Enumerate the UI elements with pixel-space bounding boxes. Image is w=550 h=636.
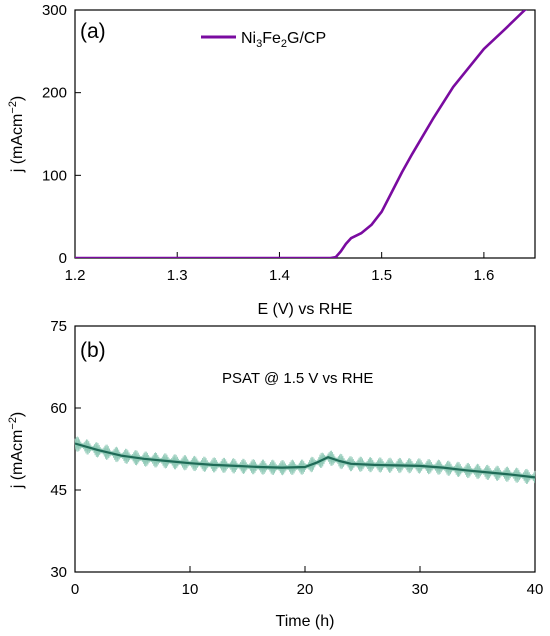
series-line-a (75, 10, 528, 258)
b-xtick-label: 10 (182, 581, 199, 598)
y-axis-label-a: j (mAcm−2) (7, 96, 26, 174)
a-ytick-label: 300 (42, 2, 67, 19)
a-xtick-label: 1.2 (65, 267, 86, 284)
b-ytick-label: 30 (50, 564, 67, 581)
x-axis-b: 0 10 20 30 40 (71, 566, 544, 598)
b-xtick-label: 40 (527, 581, 544, 598)
x-axis-label-b: Time (h) (276, 613, 335, 630)
legend-a: Ni3Fe2G/CP (201, 30, 326, 50)
b-ytick-label: 75 (50, 318, 67, 335)
plot-area-b (74, 325, 536, 573)
x-axis-label-a: E (V) vs RHE (257, 301, 352, 318)
y-axis-label-b: j (mAcm−2) (7, 412, 26, 490)
b-xtick-label: 30 (412, 581, 429, 598)
series-a (75, 10, 528, 258)
a-xtick-label: 1.3 (167, 267, 188, 284)
b-ytick-label: 45 (50, 482, 67, 499)
panel-b: 0 10 20 30 40 30 45 60 75 (b) PSAT @ 1.5 V vs R… (7, 318, 543, 630)
panel-label-a: (a) (80, 20, 106, 43)
series-b-noise (74, 436, 536, 485)
annotation-psat: PSAT @ 1.5 V vs RHE (222, 370, 373, 387)
legend-label: Ni3Fe2G/CP (241, 30, 326, 50)
b-ytick-label: 60 (50, 400, 67, 417)
panel-a: 1.2 1.3 1.4 1.5 1.6 0 100 200 300 (a) Ni3Fe2G/C… (7, 2, 536, 318)
b-xtick-label: 20 (297, 581, 314, 598)
a-ytick-label: 100 (42, 167, 67, 184)
plot-area-a (74, 9, 536, 259)
y-axis-b: 30 45 60 75 (50, 318, 81, 581)
a-ytick-label: 200 (42, 85, 67, 102)
series-b (74, 442, 536, 479)
a-xtick-label: 1.4 (269, 267, 290, 284)
series-noise-b (74, 436, 536, 485)
b-xtick-label: 0 (71, 581, 79, 598)
a-xtick-label: 1.5 (371, 267, 392, 284)
x-axis-a: 1.2 1.3 1.4 1.5 1.6 (65, 252, 494, 284)
series-line-b (74, 442, 536, 479)
panel-label-b: (b) (80, 339, 106, 362)
a-xtick-label: 1.6 (473, 267, 494, 284)
a-ytick-label: 0 (59, 250, 67, 267)
